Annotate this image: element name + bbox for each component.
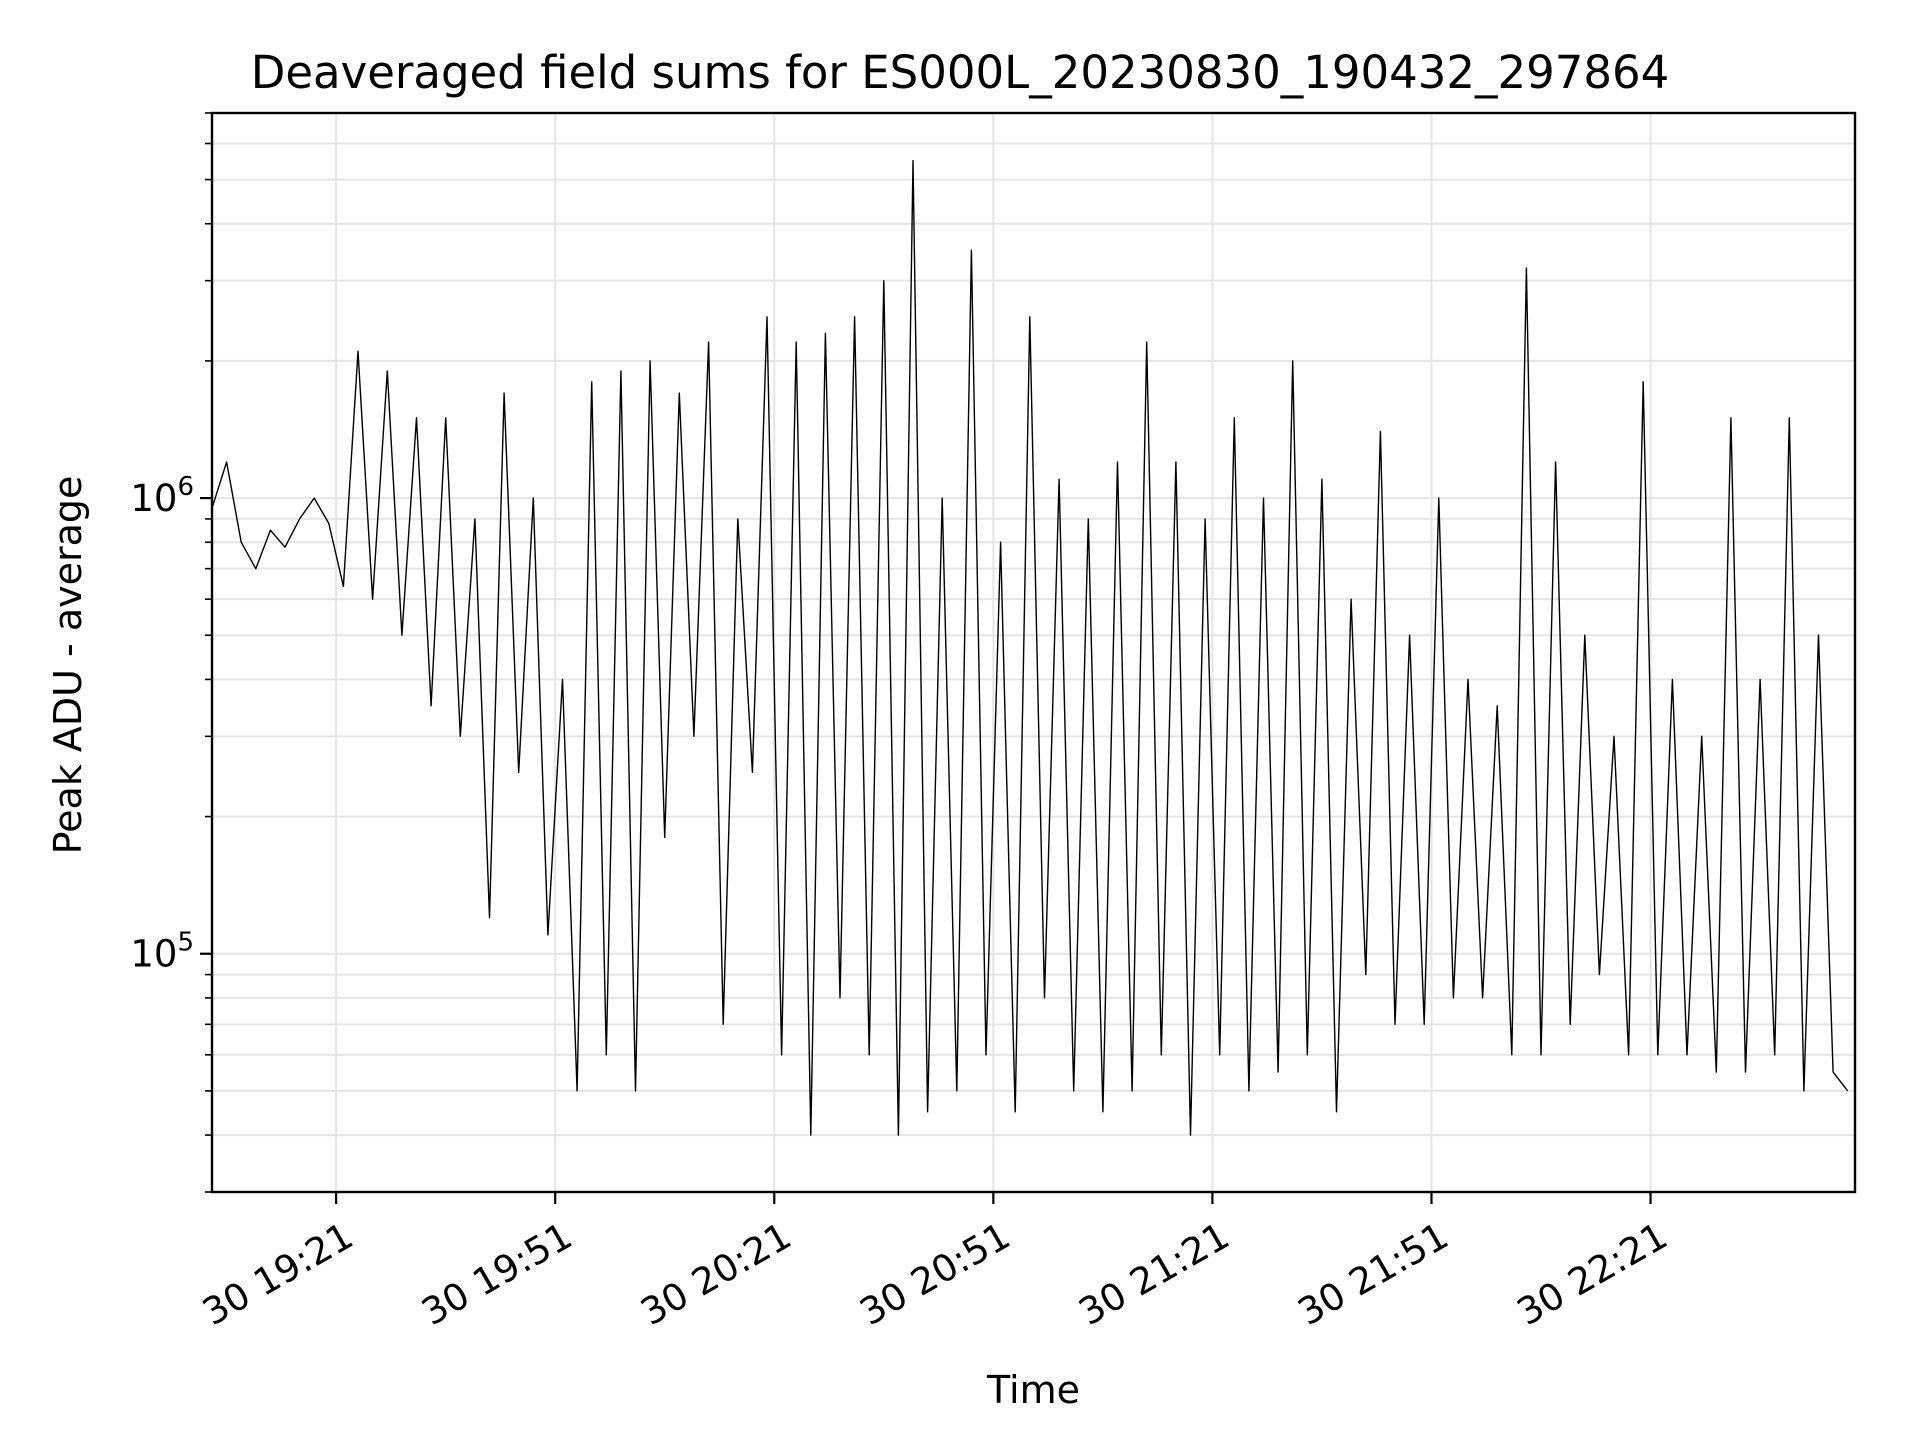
grid — [212, 112, 1855, 1193]
x-tick-label: 30 20:21 — [634, 1214, 799, 1334]
series-line — [211, 159, 1849, 1136]
x-tick-label: 30 20:51 — [853, 1214, 1018, 1334]
chart-title: Deaveraged field sums for ES000L_2023083… — [250, 46, 1670, 99]
x-axis-label: Time — [987, 1368, 1080, 1412]
y-tick-label: 106 — [130, 472, 194, 520]
x-tick-label: 30 21:21 — [1072, 1214, 1237, 1334]
x-tick-label: 30 22:21 — [1510, 1214, 1675, 1334]
series-line-layer — [211, 159, 1849, 1136]
axis-ticks: 105 106 30 19:21 30 19:51 30 20:21 30 20:51 30… — [130, 112, 1675, 1334]
x-tick-label: 30 19:21 — [195, 1214, 360, 1334]
plot-frame — [210, 111, 1857, 1194]
x-tick-label: 30 19:51 — [414, 1214, 579, 1334]
x-tick-label: 30 21:51 — [1291, 1214, 1456, 1334]
y-tick-label: 105 — [130, 928, 194, 976]
